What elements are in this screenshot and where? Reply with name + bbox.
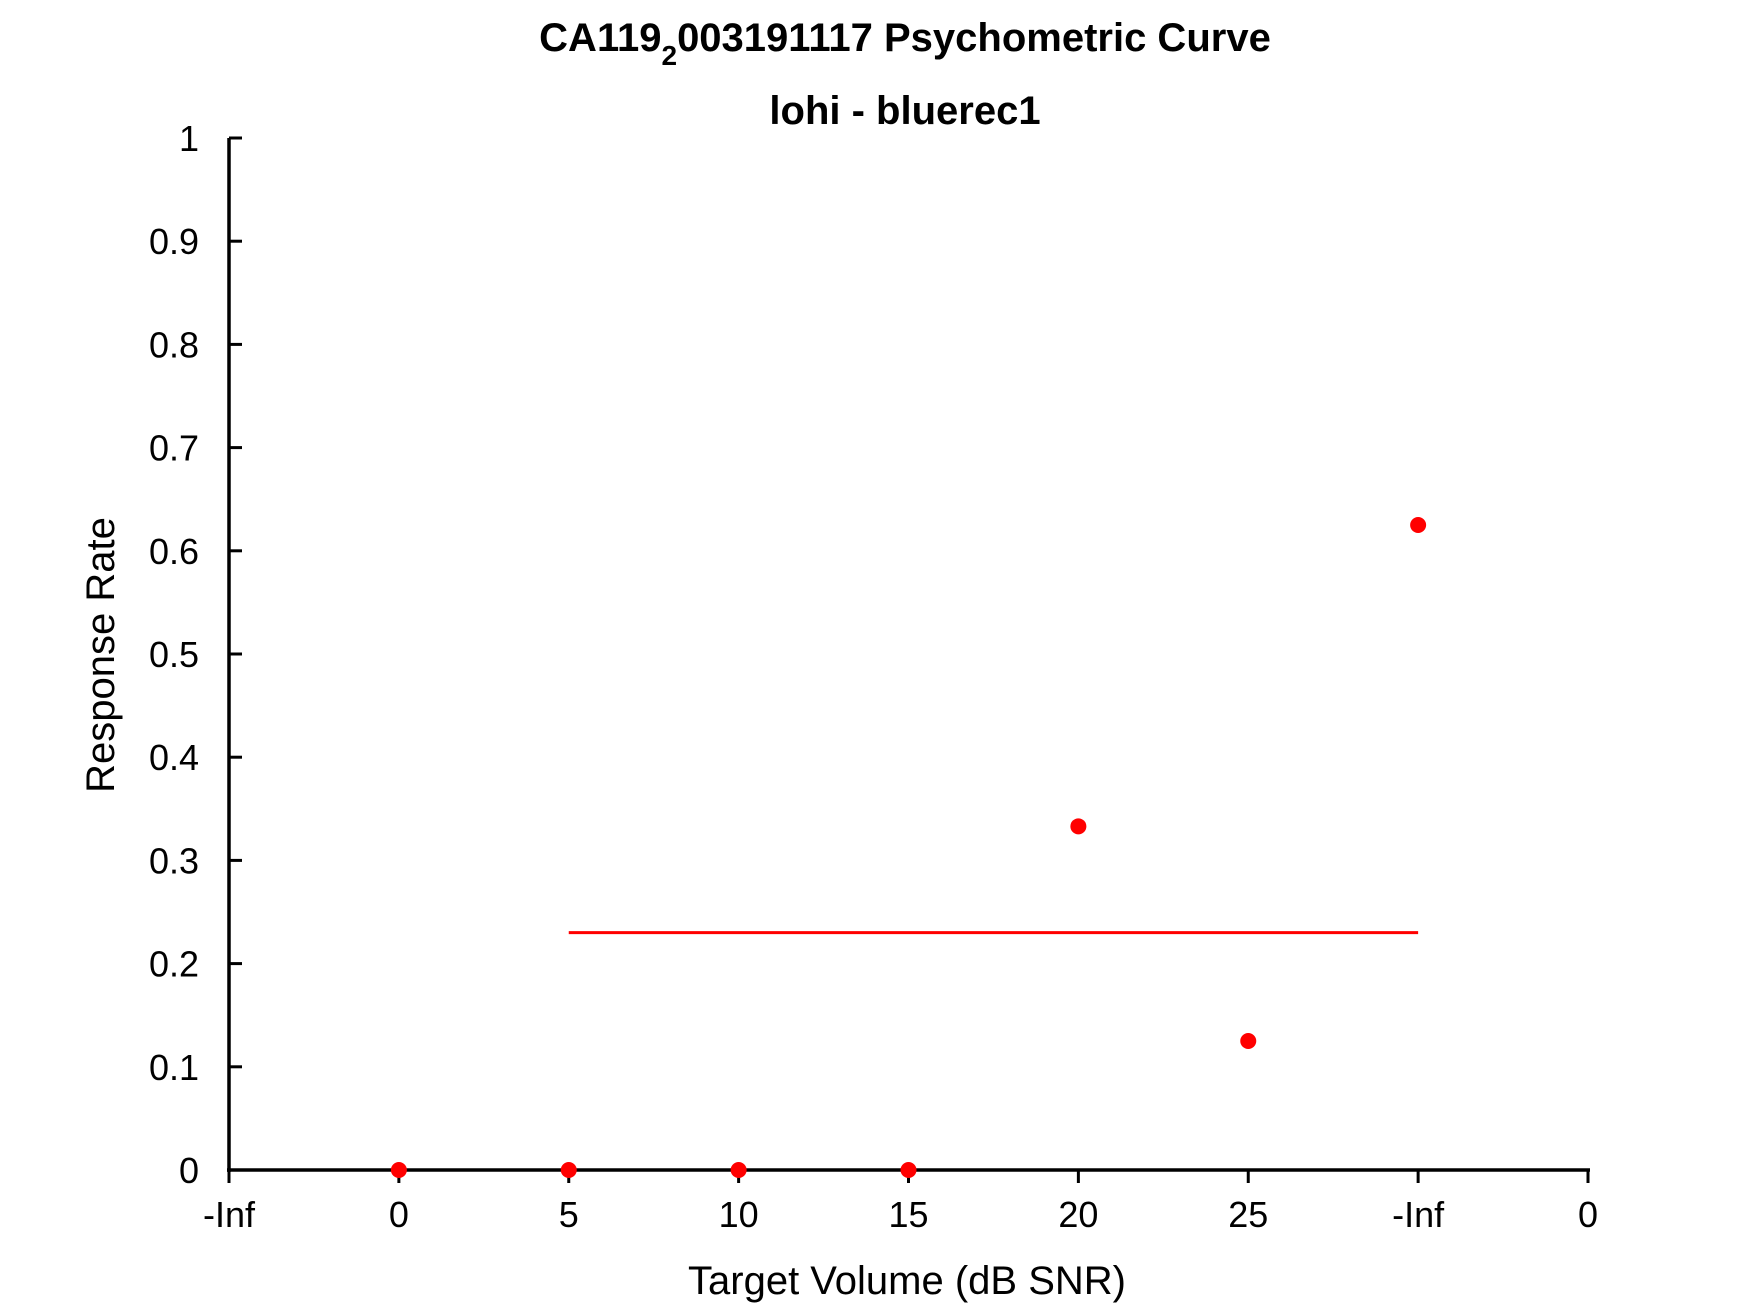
chart-title-rest: 003191117 Psychometric Curve [677, 16, 1271, 60]
y-tick-label: 0.4 [149, 737, 199, 778]
x-tick-label: 5 [559, 1194, 579, 1235]
x-tick-label: 0 [389, 1194, 409, 1235]
y-tick-label: 0.6 [149, 531, 199, 572]
y-tick-label: 0.1 [149, 1047, 199, 1088]
data-point [1410, 517, 1427, 533]
data-point [1240, 1033, 1257, 1049]
y-tick-label: 0.7 [149, 428, 199, 469]
x-tick-label: -Inf [1392, 1194, 1445, 1235]
y-tick-label: 0.8 [149, 324, 199, 365]
x-tick-label: 25 [1228, 1194, 1268, 1235]
data-point [900, 1162, 917, 1178]
y-tick-label: 0 [179, 1150, 199, 1191]
chart-title-main: CA119 [539, 16, 661, 60]
y-tick-label: 1 [179, 118, 199, 159]
chart-title: CA1192003191117 Psychometric Curve [539, 16, 1271, 71]
x-tick-label: -Inf [203, 1194, 256, 1235]
data-point [730, 1162, 747, 1178]
data-marks [390, 517, 1427, 1178]
y-tick-label: 0.9 [149, 221, 199, 262]
axes: 00.10.20.30.40.50.60.70.80.91-Inf 0 5 10 15 2… [149, 118, 1598, 1235]
x-tick-label: 15 [888, 1194, 928, 1235]
y-tick-label: 0.3 [149, 840, 199, 881]
data-point [390, 1162, 407, 1178]
chart-title-subscript: 2 [661, 40, 677, 71]
data-point [1070, 818, 1087, 835]
x-tick-label: 10 [719, 1194, 759, 1235]
y-tick-label: 0.2 [149, 944, 199, 985]
y-tick-label: 0.5 [149, 634, 199, 675]
x-axis-label: Target Volume (dB SNR) [688, 1259, 1126, 1303]
x-tick-label: 20 [1058, 1194, 1098, 1235]
chart-subtitle: lohi - bluerec1 [769, 89, 1040, 133]
data-point [560, 1162, 577, 1178]
x-tick-label: 0 [1578, 1194, 1598, 1235]
y-axis-label: Response Rate [79, 517, 123, 793]
